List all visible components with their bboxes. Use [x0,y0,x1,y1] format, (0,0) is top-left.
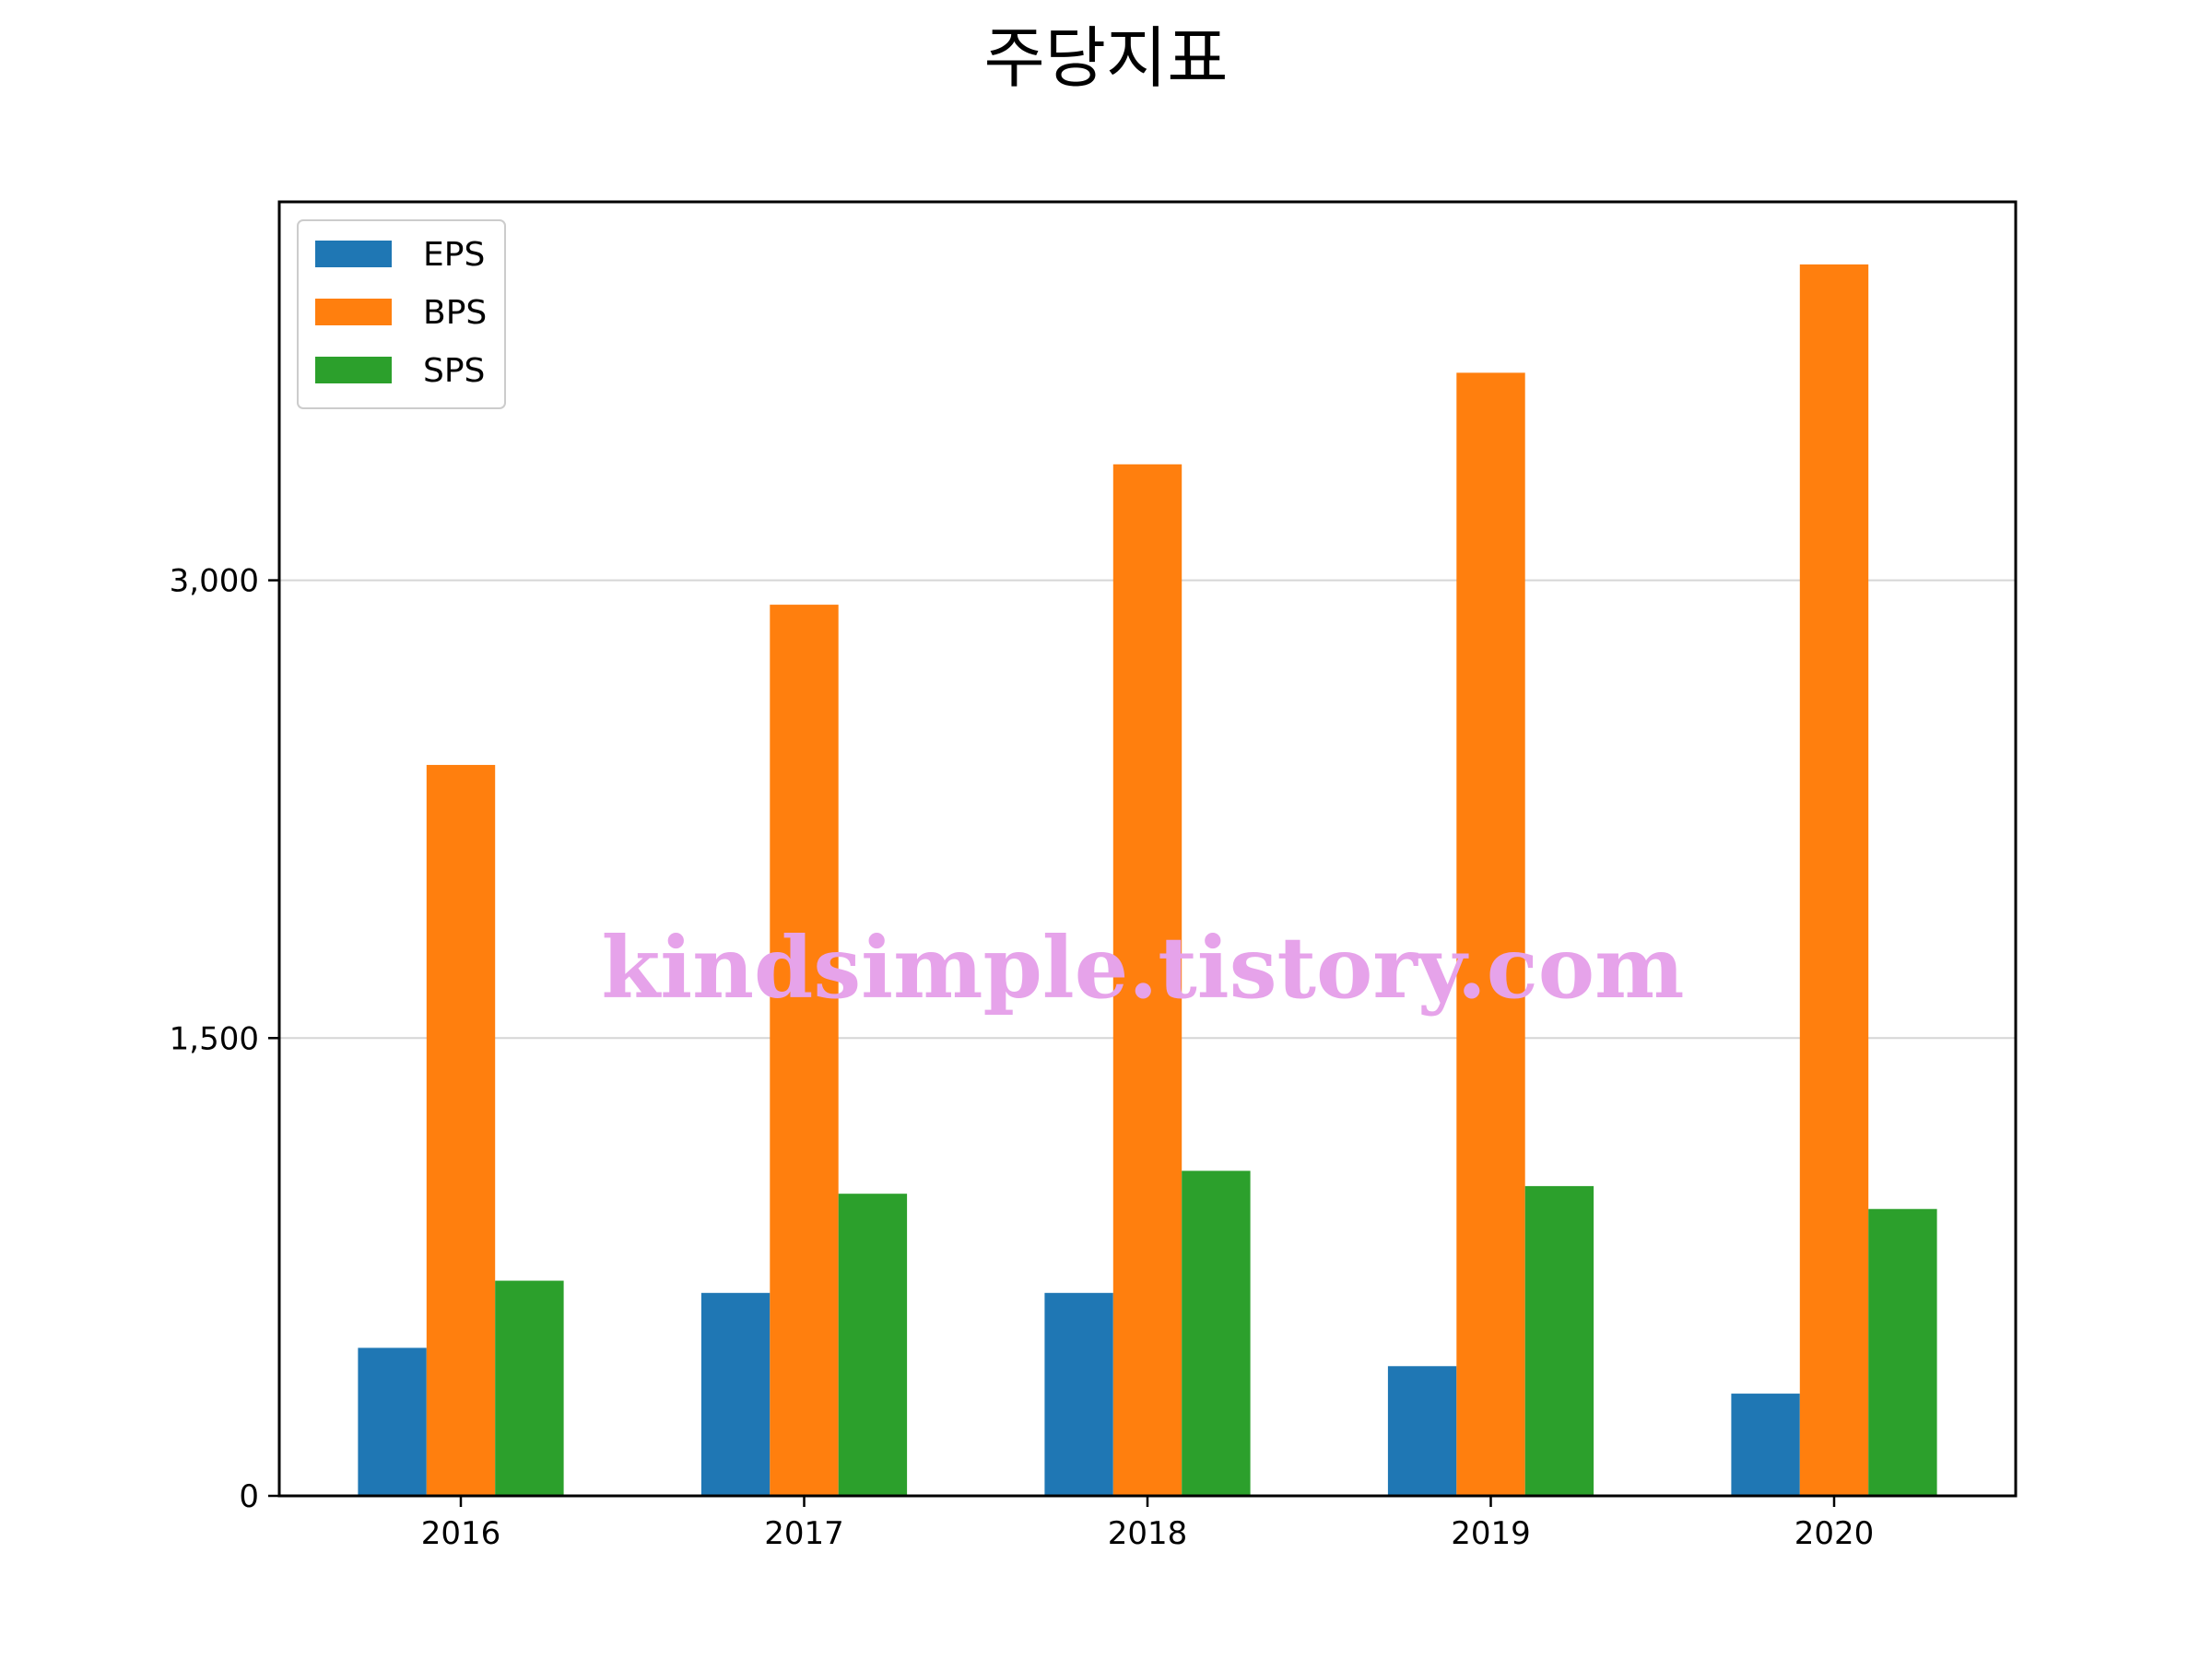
watermark-text: kindsimple.tistory.com [601,918,1684,1018]
bar-eps-2020 [1731,1394,1800,1496]
chart-title: 주당지표 [984,19,1229,97]
bar-sps-2020 [1868,1208,1937,1496]
bar-sps-2019 [1524,1185,1594,1496]
x-tick-label: 2020 [1794,1515,1875,1552]
bar-bps-2019 [1456,372,1525,1496]
x-tick-label: 2019 [1451,1515,1531,1552]
legend-swatch-eps [315,241,392,267]
bar-eps-2018 [1044,1292,1113,1496]
bar-bps-2016 [426,764,496,1496]
x-tick-label: 2016 [421,1515,501,1552]
x-tick-label: 2017 [764,1515,844,1552]
bar-sps-2016 [495,1280,564,1496]
bar-bps-2017 [770,605,839,1496]
watermark: kindsimple.tistory.com [601,918,1684,1018]
legend-label-bps: BPS [423,294,487,332]
bar-bps-2018 [1112,464,1182,1497]
legend-swatch-sps [315,357,392,383]
legend: EPS BPS SPS [297,219,506,409]
axes: 0 1,500 3,000 2016 2017 2018 2019 2020 [170,563,1875,1552]
bar-sps-2017 [838,1194,908,1496]
legend-label-eps: EPS [423,236,485,274]
bar-eps-2019 [1387,1366,1457,1496]
bars [358,264,1937,1497]
bar-bps-2020 [1799,264,1869,1496]
bar-eps-2017 [700,1292,771,1496]
legend-swatch-bps [315,299,392,325]
y-tick-label: 1,500 [170,1020,259,1057]
legend-label-sps: SPS [423,352,485,390]
x-tick-label: 2018 [1108,1515,1188,1552]
y-tick-label: 0 [239,1478,259,1515]
bar-sps-2018 [1182,1171,1251,1496]
y-tick-label: 3,000 [170,563,259,600]
bar-eps-2016 [358,1347,427,1496]
